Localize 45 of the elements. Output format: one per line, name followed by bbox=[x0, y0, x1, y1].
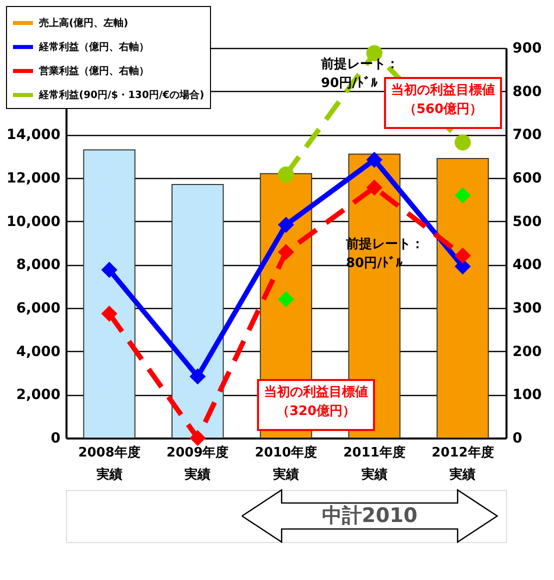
legend-label: 営業利益（億円、右軸） bbox=[39, 65, 149, 77]
point bbox=[366, 152, 382, 168]
point bbox=[101, 306, 118, 322]
y-tick-label: 14,000 bbox=[6, 127, 61, 144]
text: 中計2010 bbox=[322, 503, 418, 527]
point bbox=[366, 179, 382, 196]
bar bbox=[83, 149, 136, 438]
legend-label: 経常利益(90円/$・130円/€の場合) bbox=[38, 89, 204, 101]
y-tick-label: 12,000 bbox=[6, 170, 61, 186]
x-tick-label: 2011年度実績 bbox=[343, 444, 406, 482]
point bbox=[278, 244, 294, 260]
y2-tick-label: 600 bbox=[512, 170, 542, 186]
y-tick-label: 2,000 bbox=[16, 387, 61, 404]
legend-label: 経常利益（億円、右軸） bbox=[38, 41, 149, 53]
legend-label: 売上高(億円、左軸) bbox=[39, 17, 128, 29]
y-tick-label: 4,000 bbox=[16, 344, 61, 360]
point bbox=[454, 248, 471, 264]
point bbox=[101, 262, 118, 278]
y-tick-label: 8,000 bbox=[16, 257, 61, 274]
y2-tick-label: 900 bbox=[512, 40, 542, 56]
y2-tick-label: 500 bbox=[512, 214, 542, 230]
y2-tick-label: 800 bbox=[512, 84, 542, 100]
y2-tick-label: 700 bbox=[512, 127, 542, 144]
point bbox=[190, 368, 206, 385]
point bbox=[190, 430, 206, 446]
x-tick-label: 2009年度実績 bbox=[166, 444, 229, 482]
point bbox=[278, 216, 294, 233]
y2-tick-label: 400 bbox=[512, 257, 542, 274]
y-tick-label: 10,000 bbox=[6, 214, 61, 230]
y2-tick-label: 0 bbox=[512, 430, 522, 446]
x-tick-label: 2010年度実績 bbox=[254, 444, 318, 482]
point bbox=[278, 291, 294, 308]
y-tick-label: 6,000 bbox=[16, 300, 61, 316]
y2-tick-label: 300 bbox=[512, 300, 542, 316]
y2-tick-label: 100 bbox=[512, 387, 542, 404]
bar bbox=[172, 184, 224, 438]
x-tick-label: 2012年度実績 bbox=[432, 444, 494, 482]
y-tick-label: 0 bbox=[50, 430, 61, 446]
point bbox=[278, 166, 294, 183]
annotation: 当初の利益目標値（320億円） bbox=[264, 384, 368, 419]
point bbox=[454, 134, 471, 151]
y2-tick-label: 200 bbox=[512, 344, 542, 360]
x-tick-label: 2008年度実績 bbox=[78, 444, 140, 482]
point bbox=[454, 187, 471, 204]
bar bbox=[436, 158, 489, 438]
